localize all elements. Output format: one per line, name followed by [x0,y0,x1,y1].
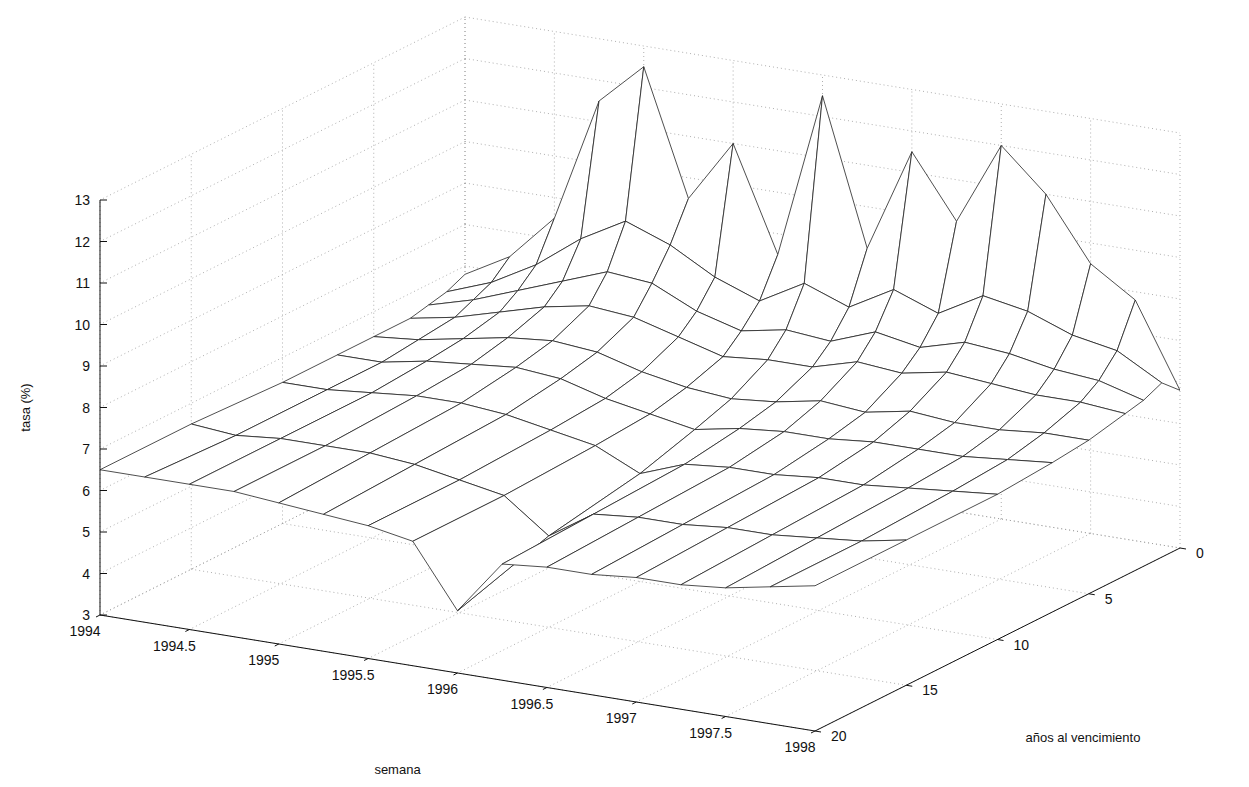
x-tick-label: 1996 [427,681,458,697]
x-tick-label: 1997 [606,710,637,726]
surface-cell [626,67,689,245]
z-tick-label: 11 [75,275,90,291]
z-tick [100,200,107,201]
z-tick-label: 12 [74,234,90,250]
z-tick-label: 9 [82,358,90,374]
x-axis-title: semana [374,762,421,777]
y-tick-label: 5 [1105,591,1113,607]
x-tick-label: 1994.5 [153,638,196,654]
y-tick-label: 15 [922,682,938,698]
x-axis [100,615,815,731]
z-tick [100,366,107,367]
surface-cell [862,491,998,541]
chart: 3 4 5 6 7 8 9 10 11 12 13 1994 1994.5 1995 1995.5 1996 1… [0,0,1249,787]
y-tick [1180,548,1186,549]
z-tick [100,532,107,533]
grid-line-x-floor [726,534,1091,717]
x-tick [275,644,279,646]
grid-line-z-side [100,142,465,325]
grid [100,17,1180,731]
y-axis [815,548,1180,731]
z-tick [100,573,107,574]
y-tick [998,640,1004,641]
z-tick-label: 8 [82,400,90,416]
x-tick [722,717,726,719]
grid-line-y-floor [100,615,815,731]
z-tick [100,241,107,242]
grid-line-z-side [100,59,465,242]
x-tick [543,688,547,690]
grid-line-z-side [100,183,465,366]
x-tick [454,673,458,675]
z-tick-label: 13 [74,192,90,208]
z-tick-label: 4 [82,566,90,582]
surface-cell [804,96,867,307]
grid-line-z-side [100,17,465,200]
y-tick [906,685,912,686]
z-tick [100,615,107,616]
y-tick [1089,594,1095,595]
x-tick-label: 1997.5 [689,725,732,741]
y-tick-label: 20 [831,728,847,744]
x-tick [364,659,368,661]
surface [100,67,1180,611]
z-tick-label: 5 [82,524,90,540]
grid-line-z-side [100,391,465,574]
surface-cell [715,144,778,302]
z-tick-label: 6 [82,483,90,499]
x-tick [96,615,100,617]
x-tick-label: 1995 [248,652,279,668]
z-tick-label: 3 [82,607,90,623]
z-tick [100,490,107,491]
x-tick [185,630,189,632]
z-axis-title: tasa (%) [18,383,33,431]
x-tick [632,702,636,704]
surface-cell [1008,433,1089,463]
surface-cell [953,460,1052,495]
x-tick-label: 1994 [69,623,100,639]
y-tick-label: 10 [1014,637,1030,653]
grid-line-y-floor [191,569,906,685]
x-tick-label: 1996.5 [510,696,553,712]
y-tick-label: 0 [1196,545,1204,561]
z-tick-label: 10 [74,317,90,333]
y-axis-title: años al vencimiento [1026,730,1141,745]
z-tick [100,407,107,408]
grid-line-x-floor [815,548,1180,731]
z-tick [100,324,107,325]
axes: 3 4 5 6 7 8 9 10 11 12 13 1994 1994.5 1995 1995.5 1996 1… [69,192,1204,755]
x-tick-label: 1995.5 [332,667,375,683]
grid-line-y-wall [191,154,192,569]
y-tick [815,731,821,732]
surface-cell [1044,402,1125,440]
x-tick [811,731,815,733]
z-tick [100,449,107,450]
surface-cell [770,540,906,587]
grid-line-z-side [100,100,465,283]
x-tick-label: 1998 [784,739,815,755]
z-tick [100,283,107,284]
z-tick-label: 7 [82,441,90,457]
